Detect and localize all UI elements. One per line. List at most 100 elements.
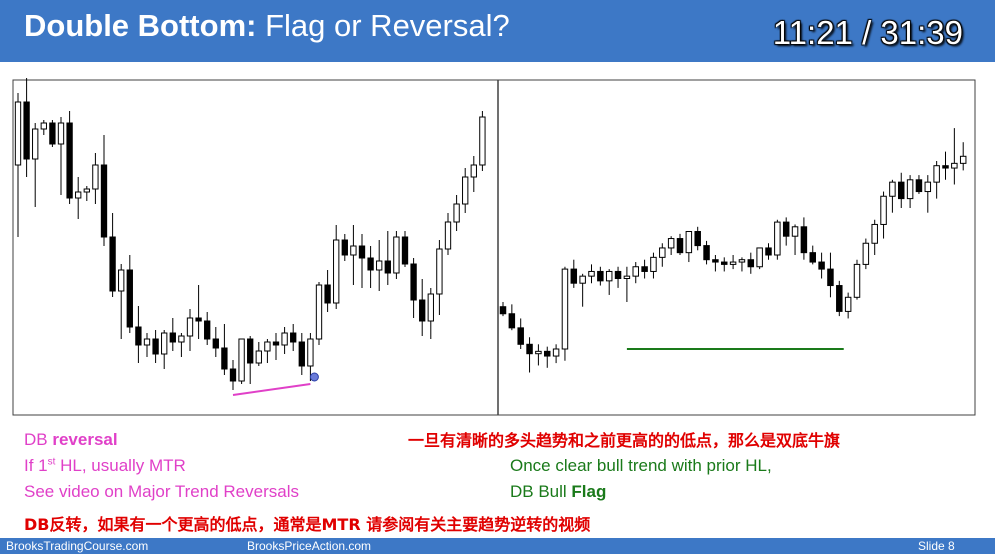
left-candle-body <box>462 176 469 205</box>
right-candle-body <box>809 252 816 263</box>
left-candle-body <box>255 350 262 364</box>
right-candle-body <box>641 266 648 272</box>
left-candle-body <box>393 236 400 274</box>
left-candle-body <box>83 188 90 193</box>
note-reversal-bold: reversal <box>52 430 118 449</box>
video-timer: 11:21 / 31:39 <box>772 14 963 51</box>
right-candle-body <box>712 259 719 263</box>
right-candle-body <box>632 266 639 277</box>
left-candle-body <box>204 320 211 340</box>
left-candle-body <box>427 293 434 322</box>
right-candle-body <box>721 261 728 265</box>
right-candle-body <box>659 247 666 258</box>
right-candle-body <box>951 162 958 169</box>
left-candle-body <box>479 116 486 166</box>
right-candle-body <box>703 245 710 261</box>
right-candle-body <box>517 327 524 345</box>
footer-bar: BrooksTradingCourse.com BrooksPriceActio… <box>0 538 995 554</box>
left-candle-body <box>143 338 151 346</box>
left-candle-body <box>307 338 314 367</box>
right-candle-body <box>526 343 533 355</box>
left-candle-body <box>324 284 331 304</box>
left-candle-body <box>333 239 340 304</box>
right-candle-body <box>650 256 657 272</box>
left-candle-body <box>358 245 366 259</box>
left-candle-body <box>49 122 56 145</box>
right-candle-body <box>800 226 808 254</box>
left-candle-body <box>470 164 477 178</box>
left-candle-body <box>376 260 383 271</box>
left-candle-body <box>444 221 452 250</box>
left-candle-body <box>367 257 374 271</box>
right-candle-body <box>676 238 684 254</box>
left-candle-body <box>221 347 228 370</box>
left-candle-body <box>410 263 417 301</box>
left-candle-body <box>272 341 280 346</box>
right-candle-body <box>729 261 737 265</box>
left-candle-body <box>118 269 125 292</box>
right-candle-body <box>738 259 746 263</box>
footer-brooks-trading: BrooksTradingCourse.com <box>6 539 149 553</box>
right-candle-body <box>685 231 693 254</box>
left-candle-body <box>341 239 348 256</box>
left-candle-body <box>264 341 271 352</box>
note-see-video: See video on Major Trend Reversals <box>24 482 299 501</box>
right-candle-body <box>933 165 940 183</box>
note-first-hl: If 1st HL, usually MTR <box>24 456 186 476</box>
right-candle-body <box>836 285 843 312</box>
right-candle-body <box>906 179 914 200</box>
note-db-bull-plain: DB Bull <box>510 482 572 501</box>
left-candle-body <box>436 248 443 295</box>
right-candle-body <box>862 242 870 265</box>
right-candle-body <box>535 350 542 355</box>
note-flag-bold: Flag <box>571 482 607 501</box>
right-candle-body <box>942 165 949 169</box>
left-candle-body <box>290 332 297 343</box>
left-candle-body <box>419 299 426 322</box>
higher-low-line <box>232 383 311 396</box>
right-candle-body <box>623 275 631 279</box>
note-cn-bottom: DB反转，如果有一个更高的低点，通常是MTR 请参阅有关主要趋势逆转的视频 <box>24 515 591 534</box>
right-candle-body <box>924 181 932 193</box>
right-candle-body <box>844 296 852 312</box>
right-candle-body <box>570 268 578 284</box>
left-candle-body <box>135 326 142 346</box>
right-candle-body <box>915 179 923 193</box>
right-candle-body <box>889 181 896 197</box>
cursor-icon <box>309 372 319 382</box>
right-candle-body <box>871 223 878 244</box>
left-candle-body <box>350 245 357 256</box>
right-candle-body <box>782 221 790 237</box>
left-candle-body <box>14 101 22 166</box>
left-candle-body <box>57 122 65 145</box>
right-candle-body <box>765 247 772 256</box>
right-candle-body <box>552 348 560 357</box>
left-candle-body <box>247 338 254 364</box>
right-candle-body <box>818 261 825 270</box>
left-candle-body <box>281 332 288 346</box>
left-candle-body <box>238 338 245 382</box>
right-candle-body <box>667 238 675 249</box>
right-candle-body <box>791 226 799 237</box>
right-candle-body <box>508 313 516 329</box>
left-candle-body <box>126 269 133 328</box>
right-candle-body <box>561 268 569 350</box>
right-candle-body <box>579 275 586 284</box>
left-candle-body <box>401 236 409 265</box>
note-first-hl-pre: If 1 <box>24 456 48 475</box>
right-candle-body <box>747 259 755 268</box>
left-candle-body <box>23 101 30 160</box>
footer-brooks-price-action: BrooksPriceAction.com <box>247 539 372 553</box>
right-candle-body <box>774 221 781 256</box>
right-candle-body <box>614 270 622 280</box>
left-candle-body <box>109 236 116 292</box>
left-candle-body <box>453 203 460 223</box>
left-candle-body <box>186 317 194 337</box>
header-bar: Double Bottom: Flag or Reversal? 11:21 /… <box>0 0 995 62</box>
left-candle-body <box>92 164 99 190</box>
note-db-reversal: DB reversal <box>24 430 118 450</box>
note-bull-trend: Once clear bull trend with prior HL, <box>510 456 772 475</box>
slide-title: Double Bottom: Flag or Reversal? <box>24 8 510 44</box>
left-candle-body <box>212 338 219 349</box>
slide-number: Slide 8 <box>918 539 955 553</box>
